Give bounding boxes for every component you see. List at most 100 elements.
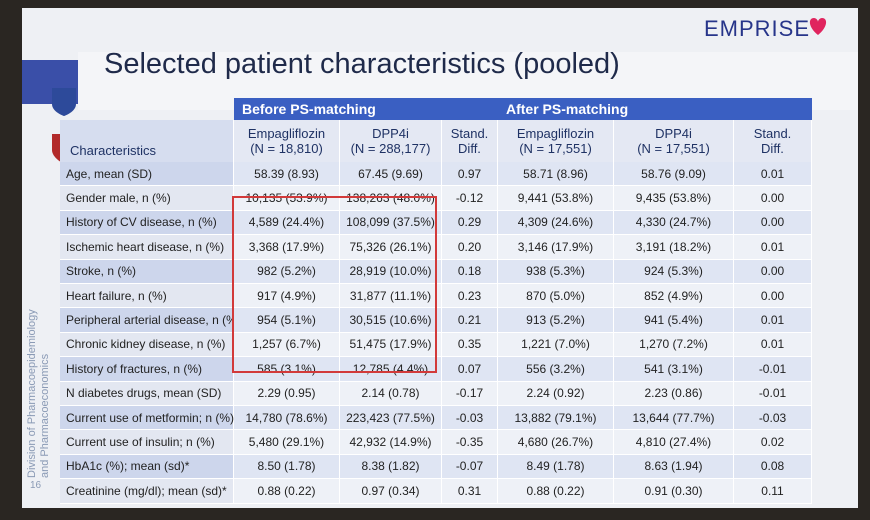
- header-line: Diff.: [761, 141, 784, 156]
- header-line: (N = 18,810): [250, 141, 323, 156]
- table-cell: 0.21: [442, 308, 498, 333]
- table-cell: 4,680 (26.7%): [498, 430, 614, 455]
- table-cell: 0.91 (0.30): [614, 479, 734, 504]
- table-cell: 0.00: [734, 259, 812, 284]
- table-cell: -0.07: [442, 454, 498, 480]
- row-label: History of fractures, n (%): [60, 357, 234, 382]
- table-cell: 0.07: [442, 357, 498, 382]
- row-label: Creatinine (mg/dl); mean (sd)*: [60, 479, 234, 504]
- table-cell: 13,644 (77.7%): [614, 406, 734, 431]
- table-cell: 3,191 (18.2%): [614, 235, 734, 260]
- table-cell: 2.24 (0.92): [498, 381, 614, 406]
- table-cell: 0.97 (0.34): [340, 479, 442, 504]
- column-header: Empagliflozin (N = 18,810): [234, 120, 340, 162]
- table-cell: 938 (5.3%): [498, 259, 614, 284]
- table-cell: 0.20: [442, 235, 498, 260]
- table-cell: 8.63 (1.94): [614, 454, 734, 480]
- row-label: HbA1c (%); mean (sd)*: [60, 454, 234, 480]
- table-cell: 8.49 (1.78): [498, 454, 614, 480]
- group-header: Before PS-matching: [234, 98, 498, 120]
- header-line: (N = 17,551): [519, 141, 592, 156]
- table-cell: 0.01: [734, 308, 812, 333]
- row-label: Ischemic heart disease, n (%): [60, 235, 234, 260]
- table-cell: 42,932 (14.9%): [340, 430, 442, 455]
- header-line: Characteristics: [70, 143, 156, 158]
- table-cell: 10,135 (53.9%): [234, 186, 340, 211]
- header-line: DPP4i: [655, 126, 692, 141]
- row-label: N diabetes drugs, mean (SD): [60, 381, 234, 406]
- table-cell: 108,099 (37.5%): [340, 210, 442, 236]
- table-cell: 0.31: [442, 479, 498, 504]
- highlight-box: [232, 196, 437, 373]
- row-label: Chronic kidney disease, n (%): [60, 332, 234, 358]
- table-cell: -0.01: [734, 381, 812, 406]
- table-cell: 0.88 (0.22): [234, 479, 340, 504]
- table-cell: 0.18: [442, 259, 498, 284]
- table-cell: 0.35: [442, 332, 498, 358]
- table-cell: 0.00: [734, 186, 812, 211]
- table-cell: 67.45 (9.69): [340, 162, 442, 187]
- table-cell: -0.03: [442, 406, 498, 431]
- table-cell: 0.00: [734, 210, 812, 236]
- group-header: After PS-matching: [498, 98, 812, 120]
- slide-title: Selected patient characteristics (pooled…: [104, 48, 620, 80]
- header-line: Stand.: [753, 126, 792, 141]
- table-cell: 9,435 (53.8%): [614, 186, 734, 211]
- table-cell: 852 (4.9%): [614, 284, 734, 309]
- row-label: Age, mean (SD): [60, 162, 234, 187]
- table-cell: 941 (5.4%): [614, 308, 734, 333]
- column-header: Stand. Diff.: [734, 120, 812, 162]
- table-cell: 8.38 (1.82): [340, 454, 442, 480]
- table-cell: 556 (3.2%): [498, 357, 614, 382]
- table-cell: 14,780 (78.6%): [234, 406, 340, 431]
- table-cell: 0.29: [442, 210, 498, 236]
- column-header: DPP4i (N = 288,177): [340, 120, 442, 162]
- row-label: Current use of insulin; n (%): [60, 430, 234, 455]
- table-cell: 0.88 (0.22): [498, 479, 614, 504]
- header-line: (N = 17,551): [637, 141, 710, 156]
- brand-heart: [809, 18, 827, 35]
- table-cell: 5,480 (29.1%): [234, 430, 340, 455]
- row-label: Gender male, n (%): [60, 186, 234, 211]
- table-cell: 1,270 (7.2%): [614, 332, 734, 358]
- row-label: Current use of metformin; n (%): [60, 406, 234, 431]
- table-cell: 0.01: [734, 162, 812, 187]
- header-line: (N = 288,177): [350, 141, 431, 156]
- table-cell: 0.02: [734, 430, 812, 455]
- table-cell: 2.23 (0.86): [614, 381, 734, 406]
- table-cell: 58.71 (8.96): [498, 162, 614, 187]
- table-cell: 0.08: [734, 454, 812, 480]
- table-cell: 0.01: [734, 332, 812, 358]
- column-header: Stand. Diff.: [442, 120, 498, 162]
- row-label: Peripheral arterial disease, n (%): [60, 308, 241, 333]
- table-cell: 0.01: [734, 235, 812, 260]
- column-header: Empagliflozin (N = 17,551): [498, 120, 614, 162]
- table-cell: 138,263 (48.0%): [340, 186, 442, 211]
- table-cell: 223,423 (77.5%): [340, 406, 442, 431]
- table-cell: 0.23: [442, 284, 498, 309]
- table-cell: 75,326 (26.1%): [340, 235, 442, 260]
- table-cell: 0.00: [734, 284, 812, 309]
- table-cell: -0.01: [734, 357, 812, 382]
- brand-logo: EMPRISE: [703, 16, 810, 41]
- table-cell: -0.35: [442, 430, 498, 455]
- table-cell: 924 (5.3%): [614, 259, 734, 284]
- table-cell: 1,257 (6.7%): [234, 332, 340, 358]
- table-cell: 58.76 (9.09): [614, 162, 734, 187]
- table-cell: 4,309 (24.6%): [498, 210, 614, 236]
- table-cell: 541 (3.1%): [614, 357, 734, 382]
- table-cell: 30,515 (10.6%): [340, 308, 442, 333]
- table-cell: 3,368 (17.9%): [234, 235, 340, 260]
- table-cell: 982 (5.2%): [234, 259, 340, 284]
- slide: Selected patient characteristics (pooled…: [22, 8, 858, 508]
- table-cell: 1,221 (7.0%): [498, 332, 614, 358]
- header-line: Empagliflozin: [516, 126, 595, 141]
- slide-number: 16: [30, 480, 42, 491]
- table-cell: 954 (5.1%): [234, 308, 340, 333]
- table-cell: 58.39 (8.93): [234, 162, 340, 187]
- table-cell: 3,146 (17.9%): [498, 235, 614, 260]
- header-line: DPP4i: [372, 126, 409, 141]
- header-line: Diff.: [458, 141, 481, 156]
- table-cell: 2.29 (0.95): [234, 381, 340, 406]
